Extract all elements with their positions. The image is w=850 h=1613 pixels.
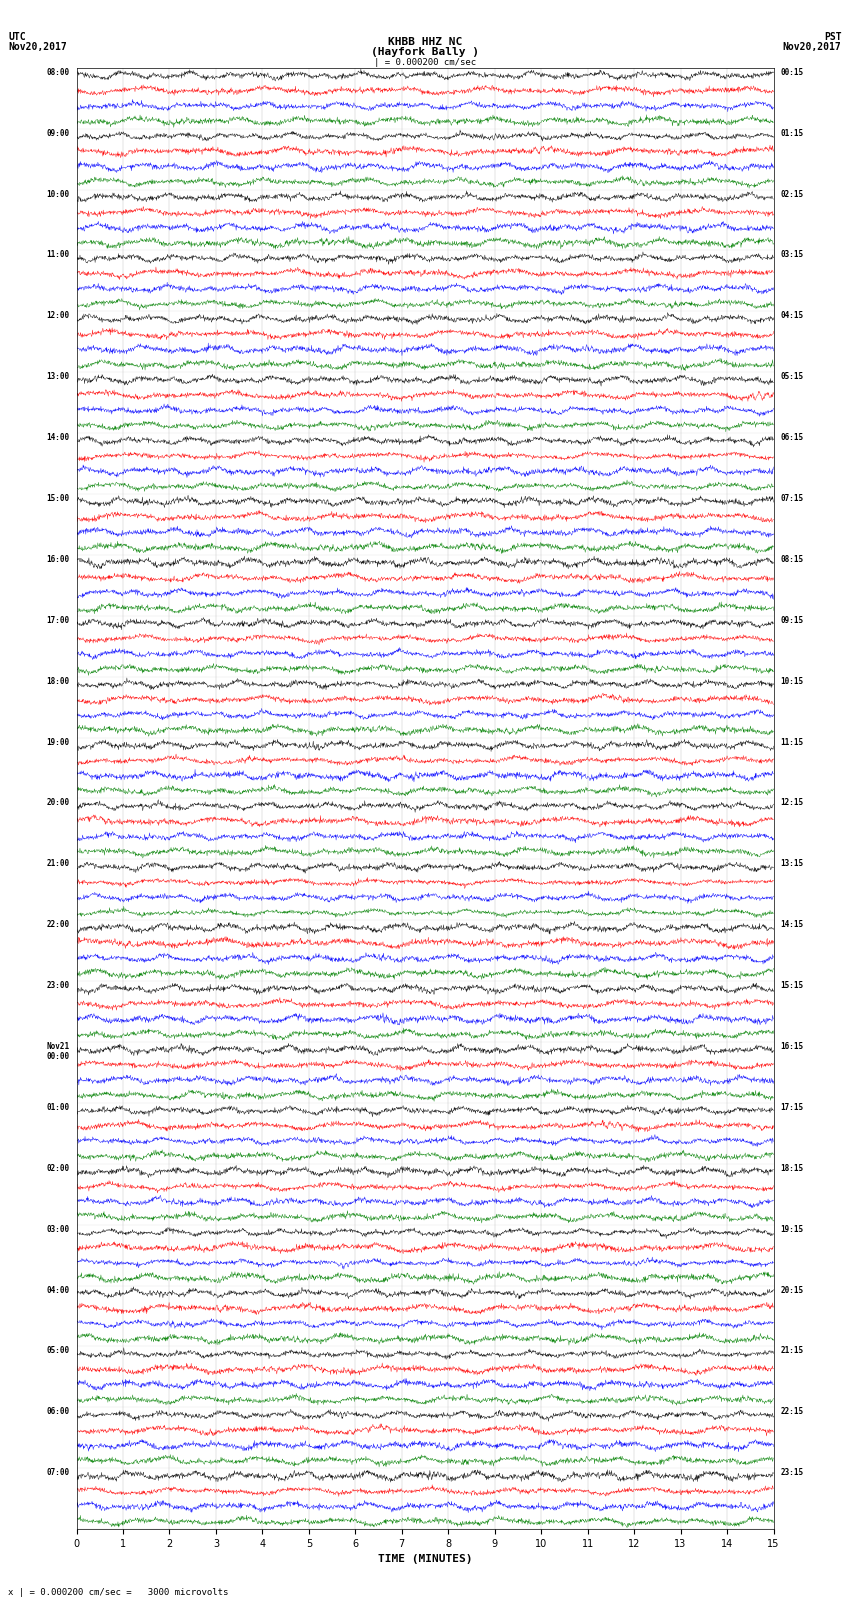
Text: 13:15: 13:15 [780, 860, 803, 868]
Text: 03:15: 03:15 [780, 250, 803, 260]
Text: 11:15: 11:15 [780, 737, 803, 747]
Text: 20:00: 20:00 [47, 798, 70, 808]
Text: 15:15: 15:15 [780, 981, 803, 990]
Text: 22:00: 22:00 [47, 919, 70, 929]
Text: 05:00: 05:00 [47, 1347, 70, 1355]
Text: 12:15: 12:15 [780, 798, 803, 808]
Text: 21:00: 21:00 [47, 860, 70, 868]
Text: (Hayfork Bally ): (Hayfork Bally ) [371, 47, 479, 56]
Text: 23:15: 23:15 [780, 1468, 803, 1478]
Text: 10:00: 10:00 [47, 190, 70, 198]
Text: x | = 0.000200 cm/sec =   3000 microvolts: x | = 0.000200 cm/sec = 3000 microvolts [8, 1587, 229, 1597]
Text: 14:00: 14:00 [47, 434, 70, 442]
Text: 08:15: 08:15 [780, 555, 803, 565]
Text: 10:15: 10:15 [780, 677, 803, 686]
Text: 07:15: 07:15 [780, 494, 803, 503]
Text: Nov20,2017: Nov20,2017 [8, 42, 67, 52]
Text: 17:00: 17:00 [47, 616, 70, 624]
Text: 07:00: 07:00 [47, 1468, 70, 1478]
Text: 09:00: 09:00 [47, 129, 70, 137]
Text: 04:00: 04:00 [47, 1286, 70, 1295]
Text: 18:00: 18:00 [47, 677, 70, 686]
Text: 02:15: 02:15 [780, 190, 803, 198]
Text: Nov20,2017: Nov20,2017 [783, 42, 842, 52]
Text: 22:15: 22:15 [780, 1407, 803, 1416]
Text: UTC: UTC [8, 32, 26, 42]
Text: 18:15: 18:15 [780, 1165, 803, 1173]
Text: | = 0.000200 cm/sec: | = 0.000200 cm/sec [374, 58, 476, 68]
Text: 14:15: 14:15 [780, 919, 803, 929]
Text: 11:00: 11:00 [47, 250, 70, 260]
Text: KHBB HHZ NC: KHBB HHZ NC [388, 37, 462, 47]
Text: 20:15: 20:15 [780, 1286, 803, 1295]
Text: 15:00: 15:00 [47, 494, 70, 503]
Text: Nov21
00:00: Nov21 00:00 [47, 1042, 70, 1061]
Text: 06:15: 06:15 [780, 434, 803, 442]
Text: 16:15: 16:15 [780, 1042, 803, 1052]
Text: 12:00: 12:00 [47, 311, 70, 321]
Text: 01:00: 01:00 [47, 1103, 70, 1111]
Text: 09:15: 09:15 [780, 616, 803, 624]
Text: 17:15: 17:15 [780, 1103, 803, 1111]
Text: 23:00: 23:00 [47, 981, 70, 990]
Text: 02:00: 02:00 [47, 1165, 70, 1173]
Text: 04:15: 04:15 [780, 311, 803, 321]
Text: 16:00: 16:00 [47, 555, 70, 565]
Text: 03:00: 03:00 [47, 1224, 70, 1234]
Text: 01:15: 01:15 [780, 129, 803, 137]
Text: 06:00: 06:00 [47, 1407, 70, 1416]
Text: 00:15: 00:15 [780, 68, 803, 77]
Text: 13:00: 13:00 [47, 373, 70, 381]
Text: 19:15: 19:15 [780, 1224, 803, 1234]
Text: 21:15: 21:15 [780, 1347, 803, 1355]
Text: 08:00: 08:00 [47, 68, 70, 77]
Text: PST: PST [824, 32, 842, 42]
Text: 19:00: 19:00 [47, 737, 70, 747]
X-axis label: TIME (MINUTES): TIME (MINUTES) [377, 1555, 473, 1565]
Text: 05:15: 05:15 [780, 373, 803, 381]
